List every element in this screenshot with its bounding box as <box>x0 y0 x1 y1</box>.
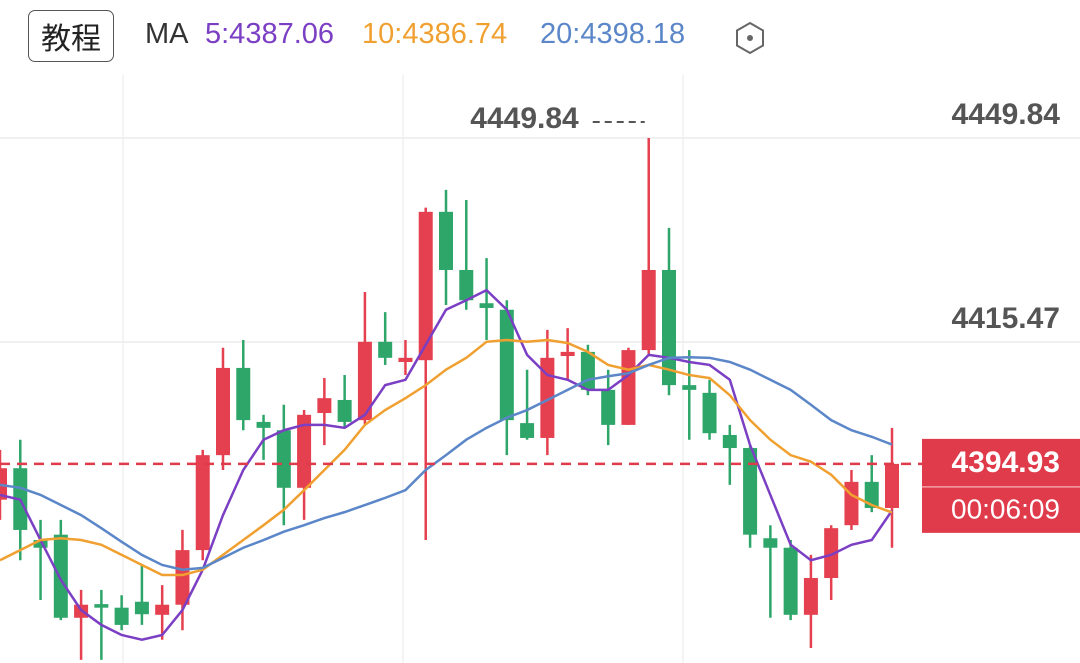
legend-entry: 20:4398.18 <box>540 18 686 50</box>
header: 教程 MA 5:4387.06 10:4386.74 20:4398.18 <box>0 0 1080 75</box>
settings-icon[interactable] <box>732 20 768 56</box>
candle-body <box>459 269 474 301</box>
candle-body <box>297 414 312 488</box>
candle-body <box>580 351 595 390</box>
candle-body <box>621 350 636 425</box>
candle-body <box>722 434 737 449</box>
candle-body <box>682 385 697 390</box>
candle-body <box>94 604 109 608</box>
ma-line <box>0 288 894 642</box>
candle-body <box>33 540 48 548</box>
candle-body <box>134 601 149 615</box>
candle-body <box>175 550 190 605</box>
candle-body <box>0 468 7 500</box>
candle-body <box>114 607 129 625</box>
candle-body <box>479 303 494 308</box>
candle-body <box>641 269 656 351</box>
candle-body <box>317 398 332 414</box>
countdown-label: 00:06:09 <box>951 493 1060 524</box>
candle-body <box>337 399 352 422</box>
price-tag <box>922 438 1080 533</box>
candle-body <box>499 309 514 421</box>
ma-line <box>0 355 893 571</box>
y-tick-label: 4415.47 <box>952 302 1060 335</box>
ma-line <box>0 338 893 577</box>
tutorial-button[interactable]: 教程 <box>28 10 114 62</box>
candle-body <box>864 481 879 508</box>
current-price-label: 4394.93 <box>952 446 1060 479</box>
candle-body <box>378 341 393 358</box>
candle-body <box>560 351 575 357</box>
high-price-label: 4449.84 <box>470 102 579 135</box>
candle-body <box>398 357 413 362</box>
candle-body <box>216 367 230 456</box>
candle-body <box>783 547 798 615</box>
candle-body <box>824 528 839 579</box>
candle-body <box>53 534 68 618</box>
candle-body <box>195 455 210 551</box>
candle-body <box>601 389 616 425</box>
indicator-name: MA <box>145 18 189 50</box>
candle-body <box>256 421 271 428</box>
candle-body <box>520 423 535 438</box>
candle-body <box>702 392 717 434</box>
y-tick-label: 4449.84 <box>952 98 1061 131</box>
legend-entry: 10:4386.74 <box>362 18 508 50</box>
candle-body <box>885 463 899 508</box>
candle-body <box>418 211 433 361</box>
candle-body <box>276 430 291 488</box>
candle-body <box>236 367 251 421</box>
candle-body <box>540 357 555 438</box>
legend-entry: 5:4387.06 <box>205 18 335 50</box>
candle-body <box>357 341 372 421</box>
candle-body <box>743 448 758 535</box>
candle-body <box>439 211 453 270</box>
candle-body <box>155 604 170 615</box>
candle-body <box>803 578 818 615</box>
candle-body <box>763 538 778 548</box>
